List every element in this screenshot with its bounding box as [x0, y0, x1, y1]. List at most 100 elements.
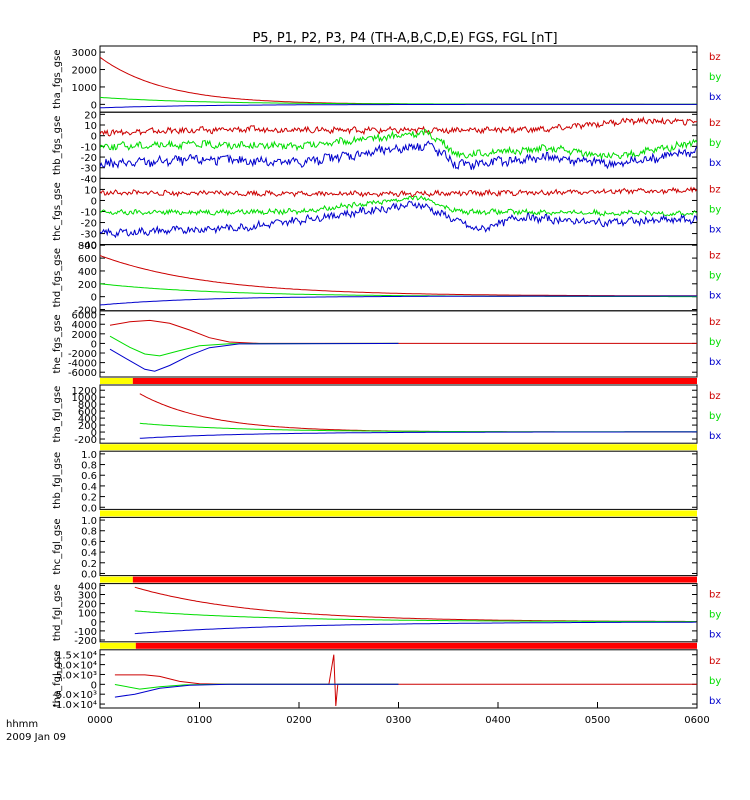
- series-by: [109, 335, 399, 357]
- y-tick-label: 0: [91, 680, 97, 691]
- series-bx: [114, 683, 399, 698]
- panel-frame: [99, 516, 698, 577]
- y-tick-label: -6000: [68, 368, 97, 379]
- series-bx: [139, 431, 697, 439]
- y-tick-label: 0.8: [81, 461, 97, 472]
- legend-bz: bz: [709, 52, 721, 63]
- series-bx: [109, 342, 399, 372]
- y-tick-label: 1.0×10⁴: [56, 661, 97, 672]
- y-tick-label: 800: [78, 241, 97, 252]
- quality-bar-segment: [132, 576, 697, 583]
- legend-bz: bz: [709, 590, 721, 601]
- series-bz: [114, 654, 697, 707]
- y-tick-label: -30: [81, 230, 97, 241]
- y-tick-label: -40: [81, 241, 97, 252]
- y-tick-label: -10: [81, 142, 97, 153]
- series-bx: [100, 295, 697, 306]
- legend-bx: bx: [709, 630, 721, 641]
- series-bx: [100, 200, 697, 239]
- y-tick-label: -20: [81, 153, 97, 164]
- y-axis-label: thb_fgs_gse: [52, 116, 63, 175]
- legend-bx: bx: [709, 696, 721, 707]
- legend-by: by: [709, 204, 721, 215]
- legend-bx: bx: [709, 224, 721, 235]
- y-axis-label: thb_fgl_gse: [52, 452, 63, 509]
- quality-bar-segment: [100, 642, 136, 649]
- series-bz: [109, 319, 697, 344]
- panel-frame: [99, 583, 698, 643]
- y-axis-label: the_fgl_gse: [52, 651, 63, 708]
- y-tick-label: 400: [78, 581, 97, 592]
- panel-tha_fgs_gse: 3000 2000 1000 0 tha_fgs_gse bz by bx: [52, 45, 721, 113]
- y-tick-label: 0: [91, 428, 97, 439]
- legend-bx: bx: [709, 431, 721, 442]
- y-tick-label: 20: [84, 110, 97, 121]
- series-by: [134, 610, 696, 623]
- panel-frame: [99, 45, 698, 113]
- y-tick-label: -1.0×10⁴: [52, 700, 97, 711]
- y-axis-label: tha_fgl_gse: [52, 386, 63, 443]
- legend-by: by: [709, 610, 721, 621]
- legend-bx: bx: [709, 357, 721, 368]
- series-by: [100, 195, 697, 217]
- x-tick-label: 0000: [87, 715, 112, 726]
- legend-bz: bz: [709, 391, 721, 402]
- y-tick-label: -200: [74, 306, 97, 317]
- y-tick-label: 100: [78, 609, 97, 620]
- y-tick-label: 1.0: [81, 450, 97, 461]
- series-bz: [100, 56, 697, 105]
- series-bx: [100, 140, 697, 171]
- y-tick-label: 0.2: [81, 493, 97, 504]
- y-tick-label: 1000: [72, 83, 97, 94]
- legend-bx: bx: [709, 92, 721, 103]
- series-bz: [100, 255, 697, 297]
- y-tick-label: 0.6: [81, 471, 97, 482]
- y-tick-label: -200: [74, 636, 97, 647]
- panel-thc_fgl_gse: 1.00.80.60.40.20.0 thc_fgl_gse: [52, 510, 698, 580]
- y-tick-label: 1.0: [81, 516, 97, 527]
- x-axis: 0000 0100 0200 0300 0400 0500 0600: [87, 702, 710, 726]
- y-tick-label: 4000: [72, 320, 97, 331]
- quality-bar-segment: [100, 576, 133, 583]
- y-tick-label: 1200: [72, 386, 97, 397]
- x-axis-label: hhmm: [6, 719, 38, 730]
- series-by: [100, 283, 697, 298]
- legend-bx: bx: [709, 291, 721, 302]
- y-tick-label: 0.4: [81, 482, 97, 493]
- quality-bar-segment: [100, 378, 133, 384]
- series-bx: [134, 621, 696, 635]
- panel-thd_fgs_gse: 800 600 400 200 0 -200 thd_fgs_gse bz by bx: [52, 241, 721, 316]
- series-bz: [134, 586, 696, 622]
- y-tick-label: 300: [78, 591, 97, 602]
- y-tick-label: 0: [91, 196, 97, 207]
- legend-bz: bz: [709, 118, 721, 129]
- x-tick-label: 0200: [286, 715, 311, 726]
- legend-by: by: [709, 676, 721, 687]
- y-tick-label: 0.6: [81, 537, 97, 548]
- y-tick-label: 0.0: [81, 503, 97, 514]
- y-tick-label: 5.0×10³: [56, 670, 97, 681]
- y-tick-label: 0: [91, 339, 97, 350]
- quality-bar-segment: [132, 378, 697, 384]
- y-tick-label: 0.0: [81, 569, 97, 580]
- quality-bar-segment: [100, 444, 697, 451]
- y-axis-label: thc_fgs_gse: [52, 182, 63, 241]
- y-tick-label: 0.8: [81, 527, 97, 538]
- panel-frame: [99, 450, 698, 510]
- y-tick-label: 6000: [72, 311, 97, 322]
- legend-by: by: [709, 72, 721, 83]
- quality-bar-segment: [135, 642, 697, 649]
- y-tick-label: 0.4: [81, 548, 97, 559]
- x-tick-label: 0600: [684, 715, 709, 726]
- series-bx: [100, 103, 697, 109]
- panel-thb_fgl_gse: 1.00.80.60.40.20.0 thb_fgl_gse: [52, 444, 698, 514]
- legend-by: by: [709, 271, 721, 282]
- panel-frame: [99, 384, 698, 444]
- legend-bz: bz: [709, 656, 721, 667]
- x-tick-label: 0300: [386, 715, 411, 726]
- x-tick-label: 0100: [187, 715, 212, 726]
- y-tick-label: -20: [81, 219, 97, 230]
